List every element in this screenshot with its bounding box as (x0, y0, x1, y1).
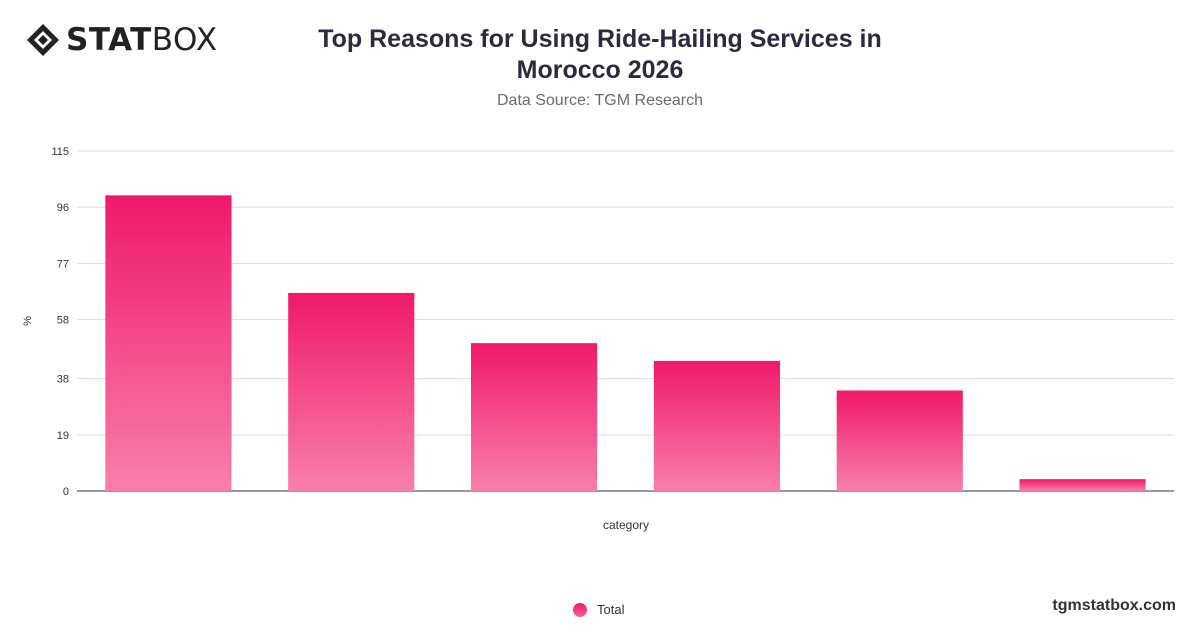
diamond-logo-icon (27, 24, 59, 56)
y-tick-label: 77 (57, 258, 69, 270)
brand-footer: tgmstatbox.com (1052, 597, 1176, 614)
legend-label: Total (597, 602, 625, 617)
x-axis-label: category (603, 518, 649, 532)
bar[interactable] (288, 292, 415, 491)
y-tick-label: 115 (51, 146, 69, 158)
bar[interactable] (105, 195, 232, 491)
statbox-logo: STATBOX (26, 22, 218, 58)
bar[interactable] (471, 343, 598, 491)
bar[interactable] (653, 360, 780, 491)
y-tick-label: 58 (57, 315, 69, 327)
gridlines: 0 19 38 58 77 96 115 (51, 146, 1174, 498)
y-axis-label: % (22, 316, 34, 326)
legend-swatch (573, 602, 587, 617)
bars (105, 195, 1146, 491)
chart-subtitle: Data Source: TGM Research (496, 92, 703, 109)
bar[interactable] (1019, 479, 1146, 491)
y-tick-label: 0 (63, 486, 69, 498)
chart-title: Top Reasons for Using Ride-Hailing Servi… (318, 25, 882, 84)
y-tick-label: 19 (57, 430, 69, 442)
bar[interactable] (836, 390, 963, 491)
logo-text: STATBOX (66, 23, 218, 57)
y-tick-label: 38 (57, 374, 69, 386)
legend[interactable]: Total (573, 602, 624, 617)
logo-text-bold: STAT (66, 22, 152, 58)
y-tick-label: 96 (57, 202, 69, 214)
logo-text-regular: BOX (151, 22, 218, 58)
